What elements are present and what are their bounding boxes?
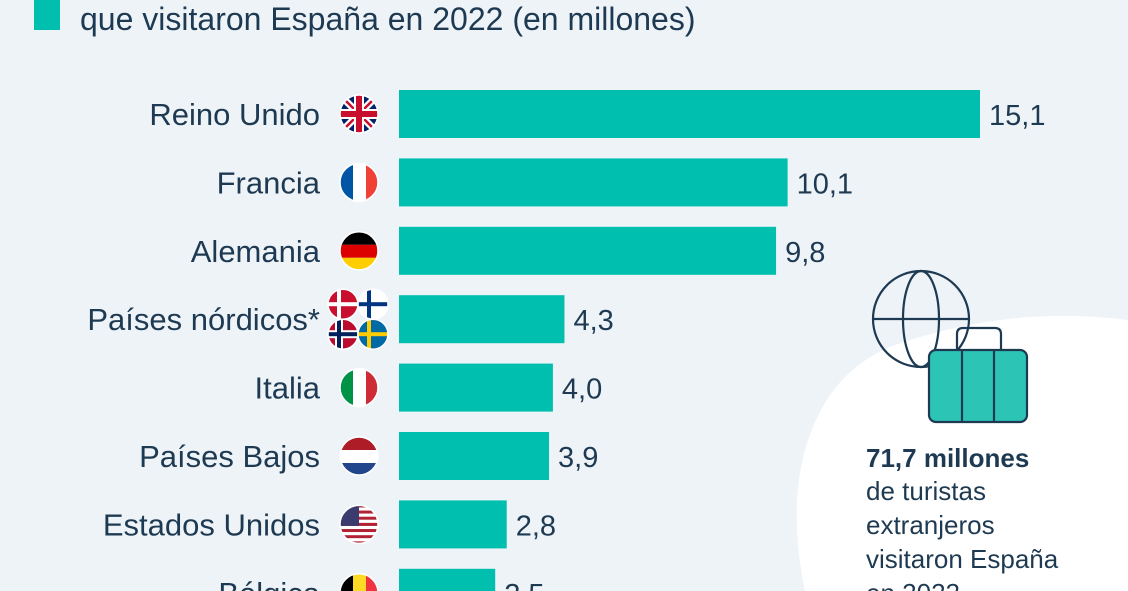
globe-icon bbox=[871, 269, 971, 369]
value-label: 4,3 bbox=[573, 305, 613, 337]
bar bbox=[399, 568, 496, 591]
value-label: 15,1 bbox=[989, 100, 1045, 132]
callout-line-2: extranjeros bbox=[866, 510, 995, 540]
callout-line-1: de turistas bbox=[866, 476, 986, 506]
bar bbox=[399, 226, 777, 275]
callout-line-4: en 2022 bbox=[866, 578, 960, 591]
nordic-flags-icon bbox=[327, 288, 389, 350]
category-label: Reino Unido bbox=[149, 97, 320, 132]
value-label: 2,5 bbox=[504, 579, 544, 591]
bar bbox=[399, 500, 507, 549]
bar bbox=[399, 363, 553, 412]
bar bbox=[399, 432, 550, 480]
callout-background bbox=[796, 315, 1128, 591]
title-accent bbox=[34, 0, 60, 30]
category-label: Bélgica bbox=[218, 576, 320, 591]
bar bbox=[399, 295, 565, 344]
value-label: 3,9 bbox=[558, 442, 598, 474]
usa-flag-icon bbox=[339, 504, 379, 545]
callout-line-3: visitaron España bbox=[866, 544, 1059, 574]
callout-highlight: 71,7 millones bbox=[866, 443, 1029, 473]
value-label: 10,1 bbox=[797, 168, 853, 200]
category-label: Países Bajos bbox=[139, 439, 320, 474]
value-label: 4,0 bbox=[562, 374, 602, 406]
germany-flag-icon bbox=[339, 231, 379, 271]
bar bbox=[399, 158, 788, 207]
france-flag-icon bbox=[339, 162, 379, 203]
chart-title: que visitaron España en 2022 (en millone… bbox=[80, 1, 695, 37]
belgium-flag-icon bbox=[339, 573, 379, 591]
category-label: Países nórdicos* bbox=[87, 302, 320, 337]
bar bbox=[399, 90, 980, 138]
category-label: Estados Unidos bbox=[103, 507, 320, 542]
italy-flag-icon bbox=[339, 367, 379, 408]
category-label: Alemania bbox=[191, 234, 321, 269]
value-label: 2,8 bbox=[516, 510, 556, 542]
category-label: Francia bbox=[217, 165, 321, 200]
category-label: Italia bbox=[255, 371, 321, 406]
bars-layer: 15,1 Reino Unido 10,1 Francia 9,8 Alemania 4,3… bbox=[87, 90, 1045, 591]
suitcase-icon bbox=[927, 326, 1029, 424]
netherlands-flag-icon bbox=[339, 436, 379, 476]
value-label: 9,8 bbox=[785, 237, 825, 269]
uk-flag-icon bbox=[339, 94, 379, 134]
